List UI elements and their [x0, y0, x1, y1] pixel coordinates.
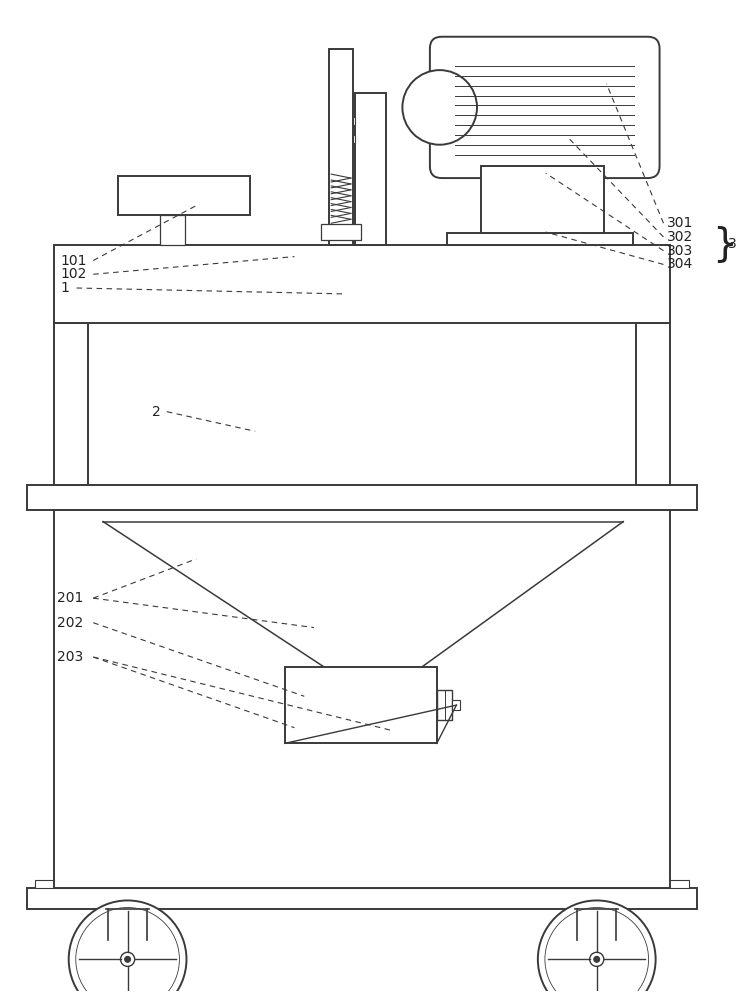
- Text: 303: 303: [667, 244, 694, 258]
- Bar: [636, 323, 670, 485]
- Circle shape: [594, 956, 600, 962]
- Text: 2: 2: [152, 405, 161, 419]
- Bar: [437, 690, 452, 720]
- Bar: [54, 510, 670, 888]
- Bar: [321, 224, 361, 240]
- Text: 101: 101: [61, 254, 87, 268]
- Circle shape: [69, 900, 187, 1000]
- Bar: [285, 667, 437, 743]
- Text: 102: 102: [61, 267, 87, 281]
- Text: 201: 201: [57, 591, 83, 605]
- Circle shape: [402, 70, 477, 145]
- Bar: [354, 117, 355, 125]
- Bar: [27, 485, 697, 510]
- Bar: [452, 700, 461, 710]
- Text: 202: 202: [57, 616, 83, 630]
- Text: 301: 301: [667, 216, 694, 230]
- Bar: [446, 233, 633, 245]
- Text: 3: 3: [728, 237, 737, 251]
- Circle shape: [538, 900, 655, 1000]
- Bar: [160, 215, 184, 245]
- Text: 203: 203: [57, 650, 83, 664]
- Text: 1: 1: [61, 281, 69, 295]
- Bar: [54, 323, 89, 485]
- Text: 304: 304: [667, 257, 694, 271]
- Circle shape: [590, 952, 604, 966]
- Bar: [35, 880, 689, 888]
- FancyBboxPatch shape: [430, 37, 660, 178]
- Bar: [27, 888, 697, 909]
- Circle shape: [125, 956, 131, 962]
- Bar: [54, 245, 670, 323]
- Text: 302: 302: [667, 230, 694, 244]
- Bar: [355, 93, 386, 245]
- Bar: [118, 176, 250, 215]
- Bar: [329, 49, 354, 245]
- Bar: [481, 166, 604, 233]
- Circle shape: [120, 952, 134, 966]
- Text: }: }: [713, 225, 737, 263]
- Bar: [354, 135, 355, 143]
